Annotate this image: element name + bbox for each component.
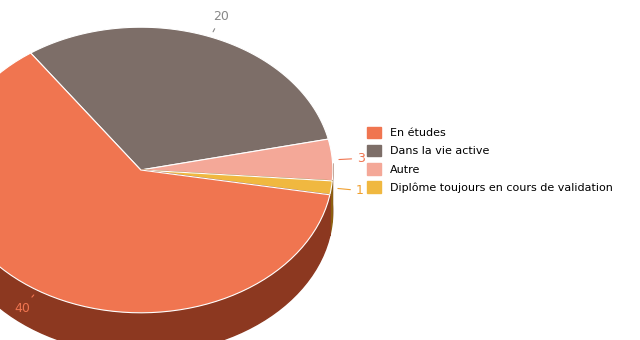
Polygon shape bbox=[141, 170, 330, 236]
Text: 20: 20 bbox=[213, 11, 228, 32]
Polygon shape bbox=[31, 27, 328, 170]
Polygon shape bbox=[141, 170, 332, 222]
Polygon shape bbox=[0, 53, 330, 313]
Legend: En études, Dans la vie active, Autre, Diplôme toujours en cours de validation: En études, Dans la vie active, Autre, Di… bbox=[364, 123, 616, 196]
Polygon shape bbox=[330, 181, 332, 236]
Polygon shape bbox=[141, 170, 330, 236]
Polygon shape bbox=[141, 139, 333, 181]
Text: 40: 40 bbox=[14, 295, 34, 315]
Polygon shape bbox=[141, 170, 332, 195]
Polygon shape bbox=[141, 170, 332, 222]
Text: 3: 3 bbox=[339, 152, 365, 165]
Polygon shape bbox=[0, 168, 330, 340]
Text: 1: 1 bbox=[338, 184, 364, 197]
